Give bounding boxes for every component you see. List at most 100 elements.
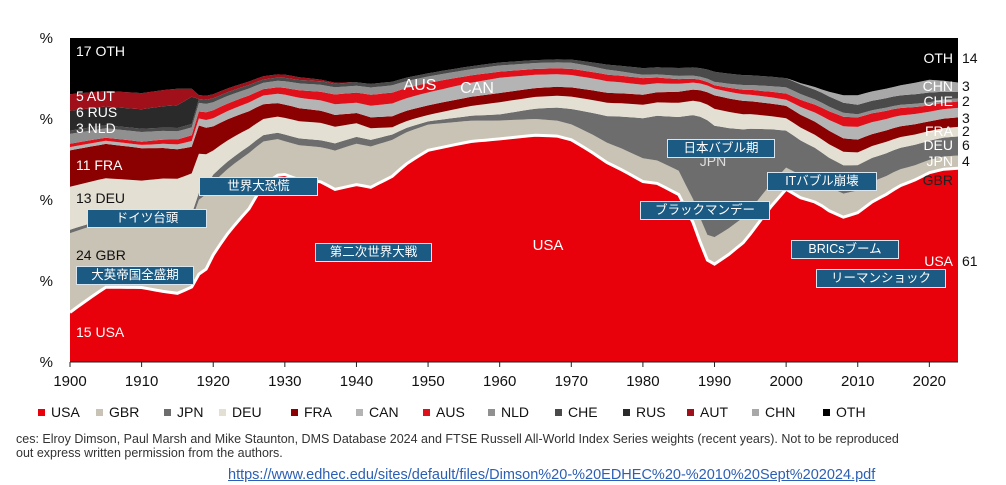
right-series-label-oth: OTH: [923, 50, 953, 66]
right-series-label-deu: DEU: [923, 137, 953, 153]
event-annotation: 世界大恐慌: [199, 177, 318, 196]
x-tick-label-1960: 1960: [483, 373, 516, 390]
right-value-label: 2: [962, 123, 970, 139]
legend-label: AUT: [700, 404, 728, 420]
legend-label: CHE: [568, 404, 598, 420]
x-tick-label-1950: 1950: [411, 373, 444, 390]
x-tick-label-2020: 2020: [913, 373, 946, 390]
x-tick-label-1990: 1990: [698, 373, 731, 390]
legend-label: OTH: [836, 404, 866, 420]
legend-label: DEU: [232, 404, 262, 420]
area-nld: [70, 62, 958, 144]
legend-item-aut: AUT: [687, 404, 752, 420]
legend-item-fra: FRA: [291, 404, 356, 420]
x-tick-label-1910: 1910: [125, 373, 158, 390]
legend-item-aus: AUS: [423, 404, 488, 420]
left-label-aut: 5 AUT: [76, 88, 115, 104]
right-series-label-gbr: GBR: [923, 172, 953, 188]
right-series-label-fra: FRA: [925, 123, 954, 139]
legend-label: NLD: [501, 404, 530, 420]
legend-swatch: [623, 408, 630, 416]
legend-swatch: [219, 408, 226, 416]
area-can: [70, 74, 958, 151]
legend-item-can: CAN: [356, 404, 423, 420]
legend-item-chn: CHN: [752, 404, 823, 420]
y-tick-label: %: [40, 192, 53, 209]
event-annotation: 第二次世界大戦: [315, 243, 432, 262]
x-tick-label-1970: 1970: [555, 373, 588, 390]
source-note-line-1: ces: Elroy Dimson, Paul Marsh and Mike S…: [16, 432, 899, 446]
x-tick-label-1980: 1980: [626, 373, 659, 390]
legend-item-jpn: JPN: [164, 404, 219, 420]
right-value-label: 2: [962, 93, 970, 109]
usa-boundary-line: [69, 133, 959, 314]
right-series-label-usa: USA: [924, 253, 953, 269]
event-annotation: ITバブル崩壊: [767, 172, 877, 191]
y-tick-label: %: [40, 111, 53, 128]
legend-label: FRA: [304, 404, 332, 420]
legend-swatch: [356, 408, 363, 416]
area-chn: [70, 59, 958, 105]
legend-item-che: CHE: [555, 404, 623, 420]
legend-item-nld: NLD: [488, 404, 555, 420]
left-label-deu: 13 DEU: [76, 190, 125, 206]
legend-swatch: [687, 408, 694, 416]
inline-label-can: CAN: [460, 80, 494, 97]
right-value-label: 3: [962, 78, 970, 94]
legend-swatch: [752, 408, 759, 416]
left-label-gbr: 24 GBR: [76, 247, 126, 263]
legend-label: USA: [51, 404, 80, 420]
event-annotation: ドイツ台頭: [87, 209, 207, 228]
right-value-label: 3: [962, 110, 970, 126]
legend-label: GBR: [109, 404, 140, 420]
area-fra: [70, 86, 958, 187]
right-value-label: 6: [962, 137, 970, 153]
legend-swatch: [488, 408, 495, 416]
area-che: [70, 59, 958, 134]
x-tick-label-2000: 2000: [769, 373, 802, 390]
x-tick-label-1920: 1920: [197, 373, 230, 390]
legend-item-oth: OTH: [823, 404, 883, 420]
inline-label-usa: USA: [533, 237, 564, 254]
right-value-label: 4: [962, 153, 970, 169]
chart-legend: USA GBR JPN DEU FRA CAN AUS NLD CHE RUS AUT CHN OTH: [38, 404, 883, 420]
right-series-label-jpn: JPN: [927, 153, 953, 169]
area-aut: [70, 59, 958, 111]
area-rus: [70, 59, 958, 131]
legend-swatch: [96, 408, 103, 416]
x-tick-label-1930: 1930: [268, 373, 301, 390]
right-series-label-che: CHE: [923, 93, 953, 109]
legend-item-deu: DEU: [219, 404, 291, 420]
event-annotation: ブラックマンデー: [640, 201, 770, 220]
legend-swatch: [291, 408, 298, 416]
left-label-usa: 15 USA: [76, 324, 125, 340]
right-series-label-chn: CHN: [923, 78, 953, 94]
x-tick-label-1900: 1900: [53, 373, 86, 390]
x-tick-label-2010: 2010: [841, 373, 874, 390]
y-tick-label: %: [40, 30, 53, 47]
event-annotation: 日本バブル期: [667, 139, 775, 158]
source-note: ces: Elroy Dimson, Paul Marsh and Mike S…: [16, 432, 1001, 460]
event-annotation: リーマンショック: [816, 269, 946, 288]
left-label-oth: 17 OTH: [76, 43, 125, 59]
event-annotation: BRICsブーム: [791, 240, 899, 259]
source-note-line-2: out express written permission from the …: [16, 446, 283, 460]
left-label-rus: 6 RUS: [76, 104, 117, 120]
legend-label: CAN: [369, 404, 399, 420]
y-tick-label: %: [40, 273, 53, 290]
legend-item-rus: RUS: [623, 404, 687, 420]
area-deu: [70, 95, 958, 230]
legend-item-gbr: GBR: [96, 404, 164, 420]
inline-label-aus: AUS: [404, 77, 437, 94]
event-annotation: 大英帝国全盛期: [76, 266, 194, 285]
area-gbr: [70, 119, 958, 313]
source-url-link[interactable]: https://www.edhec.edu/sites/default/file…: [228, 467, 876, 483]
legend-label: RUS: [636, 404, 666, 420]
legend-item-usa: USA: [38, 404, 96, 420]
legend-label: JPN: [177, 404, 204, 420]
x-tick-label-1940: 1940: [340, 373, 373, 390]
legend-label: AUS: [436, 404, 465, 420]
legend-swatch: [38, 408, 45, 416]
legend-label: CHN: [765, 404, 796, 420]
left-label-nld: 3 NLD: [76, 120, 116, 136]
